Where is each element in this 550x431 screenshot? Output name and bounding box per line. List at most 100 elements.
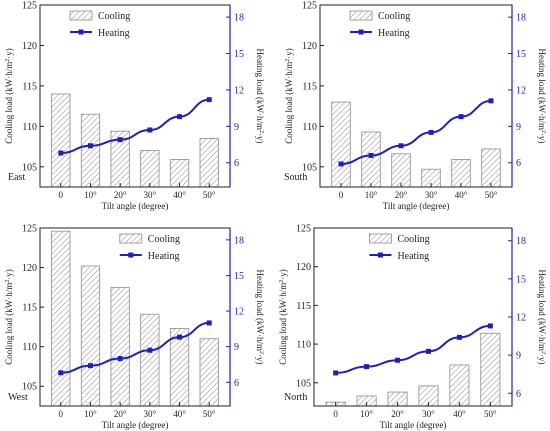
left-tick-label: 115 xyxy=(296,301,311,312)
cooling-bar xyxy=(199,338,219,407)
chart-panel-south: 105 110 115 120 125 6 9 12 15 18 0 10° 20° 30° 40° 50° T… xyxy=(284,1,547,212)
legend-cooling-label: Cooling xyxy=(397,234,429,245)
legend-heating-marker xyxy=(128,252,134,258)
left-tick-label: 120 xyxy=(296,262,311,273)
cooling-bar xyxy=(169,159,190,188)
x-tick-label: 20° xyxy=(114,409,127,419)
right-tick-label: 9 xyxy=(234,122,239,133)
x-tick-label: 10° xyxy=(84,190,97,200)
x-tick-label: 50° xyxy=(203,190,216,200)
x-tick-label: 20° xyxy=(395,190,408,200)
cooling-bar xyxy=(481,148,501,188)
left-tick-label: 125 xyxy=(296,224,311,235)
cooling-bar xyxy=(80,113,101,188)
x-tick-label: 30° xyxy=(144,190,157,200)
left-tick-label: 110 xyxy=(296,340,311,351)
right-tick-label: 15 xyxy=(234,271,244,282)
x-tick-label: 40° xyxy=(455,190,468,200)
y2-axis-label: Heating load (kW·h/m2·y) xyxy=(537,270,547,365)
legend-cooling-label: Cooling xyxy=(148,234,180,245)
legend-cooling-swatch xyxy=(349,10,373,21)
heating-point xyxy=(177,114,183,120)
x-tick-label: 30° xyxy=(425,190,438,200)
chart-panel-east: 105 110 115 120 125 6 9 12 15 18 0 10° 20° 30° 40° 50° T… xyxy=(4,1,265,212)
left-tick-label: 110 xyxy=(22,342,37,353)
legend-heating-label: Heating xyxy=(397,251,429,262)
legend-cooling-label: Cooling xyxy=(378,11,410,22)
left-tick-label: 115 xyxy=(22,81,37,92)
right-tick-label: 18 xyxy=(516,13,526,24)
heating-point xyxy=(398,143,404,149)
x-tick-label: 50° xyxy=(485,190,498,200)
right-tick-label: 12 xyxy=(234,85,244,96)
x-tick-label: 10° xyxy=(84,409,97,419)
y2-axis-label: Heating load (kW·h/m2·y) xyxy=(255,49,265,144)
right-tick-label: 15 xyxy=(516,274,526,285)
x-tick-label: 0 xyxy=(59,190,64,200)
x-tick-label: 30° xyxy=(422,409,435,419)
x-tick-label: 30° xyxy=(144,409,157,419)
cooling-bar xyxy=(140,313,160,407)
left-tick-label: 115 xyxy=(302,81,317,92)
heating-point xyxy=(368,152,374,158)
heating-line xyxy=(335,324,491,374)
y-axis-label: Cooling load (kW·h/m2·y) xyxy=(4,48,14,144)
cooling-bar xyxy=(51,230,71,407)
legend-heating-marker xyxy=(377,252,383,258)
x-axis-label: Tilt angle (degree) xyxy=(383,201,450,211)
x-tick-label: 50° xyxy=(484,409,497,419)
cooling-bar xyxy=(199,138,219,188)
x-axis-label: Tilt angle (degree) xyxy=(102,420,169,430)
panel-label: West xyxy=(8,392,28,403)
left-tick-label: 110 xyxy=(302,122,317,133)
right-tick-label: 12 xyxy=(516,85,526,96)
heating-point xyxy=(87,363,93,369)
legend-heating-marker xyxy=(78,29,84,35)
x-tick-label: 10° xyxy=(365,190,378,200)
heating-point xyxy=(395,357,401,363)
legend-cooling-swatch xyxy=(119,233,143,244)
right-tick-label: 9 xyxy=(516,351,521,362)
heating-point xyxy=(177,334,183,340)
heating-point xyxy=(425,348,431,354)
right-tick-label: 18 xyxy=(234,235,244,246)
right-tick-label: 9 xyxy=(516,122,521,133)
cooling-bar xyxy=(51,93,71,188)
heating-point xyxy=(58,150,64,156)
cooling-bar xyxy=(169,328,190,407)
legend-cooling-swatch xyxy=(69,10,93,21)
heating-point xyxy=(458,114,464,120)
heating-point xyxy=(206,97,212,103)
heating-point xyxy=(147,127,153,133)
cooling-bar xyxy=(110,286,130,407)
right-tick-label: 12 xyxy=(234,307,244,318)
y-axis-label: Cooling load (kW·h/m2·y) xyxy=(284,48,294,144)
panel-label: East xyxy=(8,172,25,183)
legend-heating-marker xyxy=(358,29,364,35)
left-tick-label: 105 xyxy=(22,162,37,173)
x-tick-label: 40° xyxy=(173,409,186,419)
heating-point xyxy=(333,370,339,376)
heating-line xyxy=(60,98,210,155)
left-tick-label: 125 xyxy=(22,1,37,12)
panel-label: South xyxy=(284,172,307,183)
heating-point xyxy=(206,320,212,326)
heating-point xyxy=(117,137,123,143)
cooling-bar xyxy=(361,131,381,188)
right-tick-label: 6 xyxy=(516,158,521,169)
cooling-bar xyxy=(449,364,470,407)
x-tick-label: 0 xyxy=(333,409,338,419)
x-tick-label: 0 xyxy=(59,409,64,419)
left-tick-label: 110 xyxy=(22,122,37,133)
cooling-bar xyxy=(140,150,160,188)
heating-line xyxy=(340,99,492,165)
right-tick-label: 18 xyxy=(234,13,244,24)
cooling-bar xyxy=(80,265,101,407)
left-tick-label: 120 xyxy=(22,263,37,274)
right-tick-label: 6 xyxy=(234,378,239,389)
legend-cooling-label: Cooling xyxy=(98,11,130,22)
legend-heating-label: Heating xyxy=(378,28,410,39)
cooling-bar xyxy=(331,101,351,188)
right-tick-label: 6 xyxy=(234,158,239,169)
